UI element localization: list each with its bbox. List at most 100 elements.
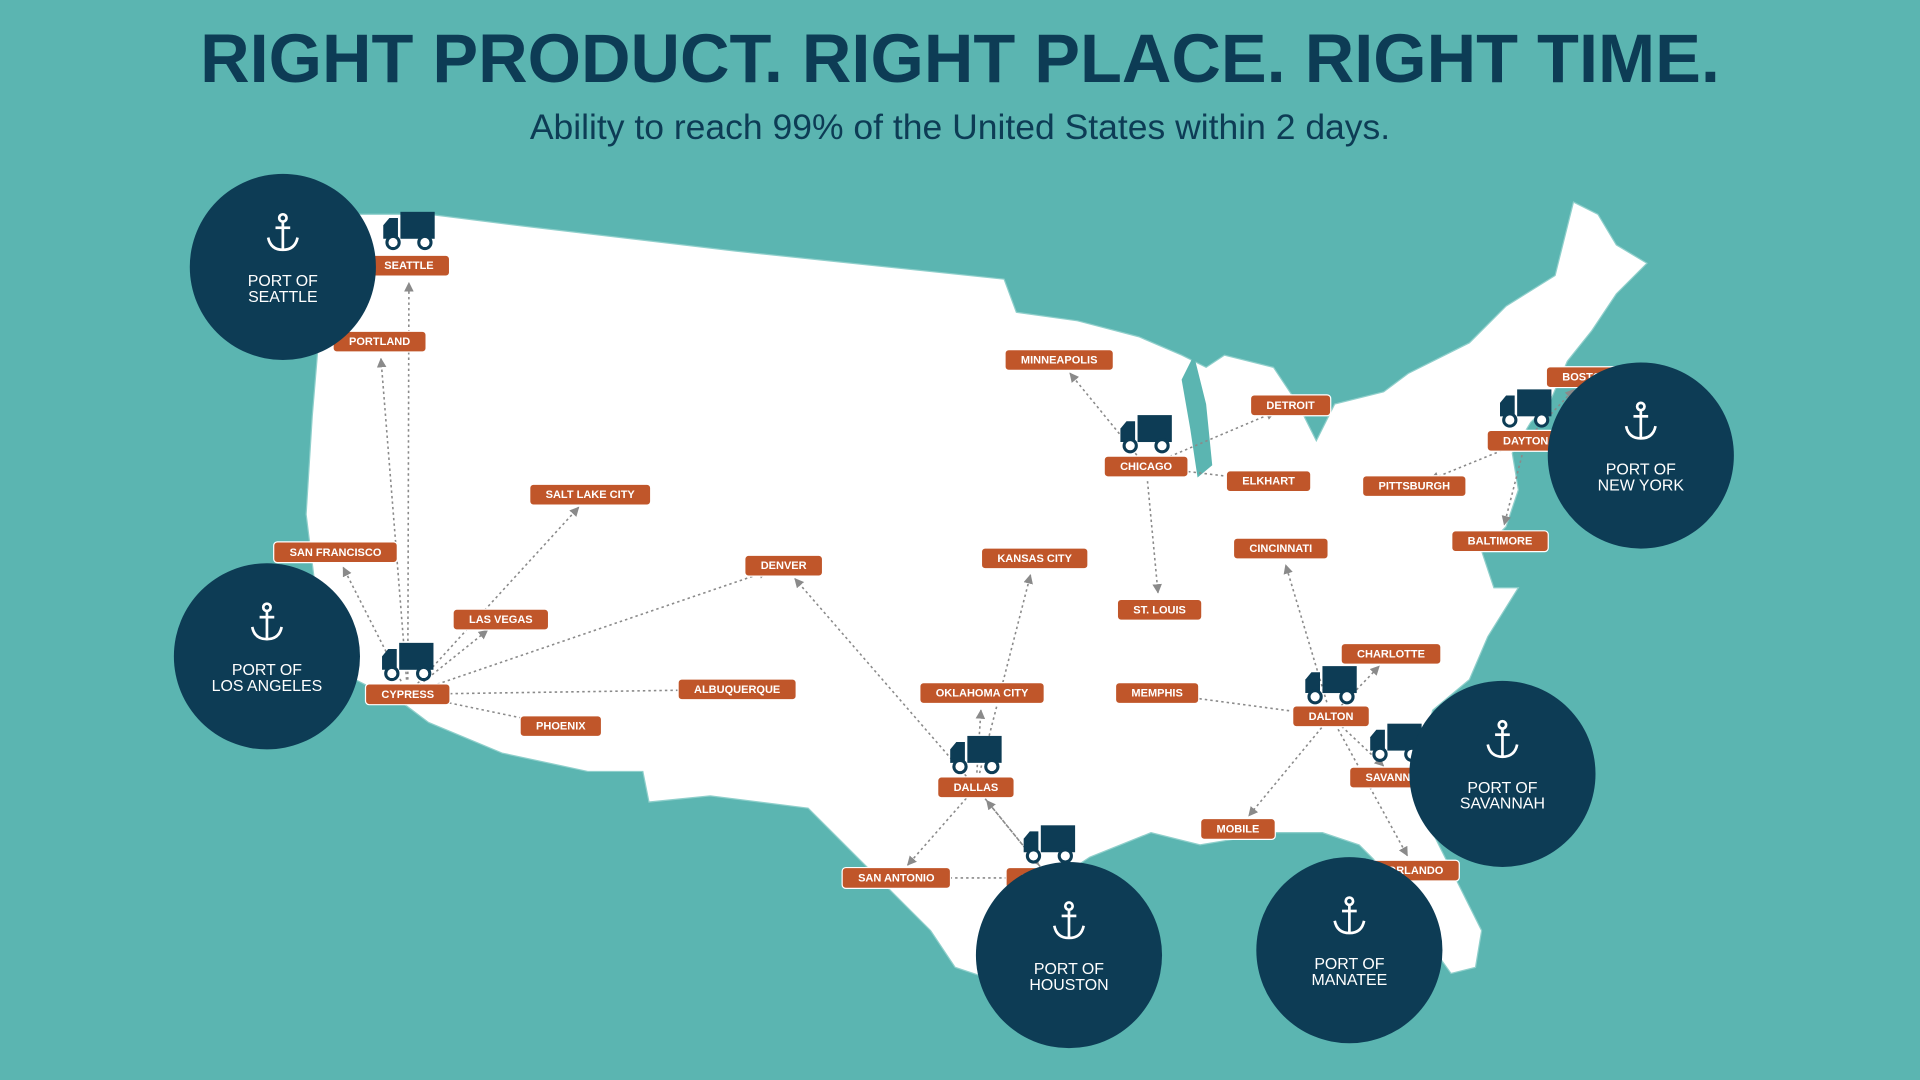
truck-icon <box>950 735 1002 775</box>
port-circle <box>189 173 376 360</box>
truck-icon <box>382 642 434 682</box>
truck-box <box>1040 825 1076 853</box>
lake-michigan <box>1181 355 1213 478</box>
truck-wheel <box>1307 689 1323 705</box>
port-circle <box>975 862 1163 1049</box>
truck-box <box>967 735 1002 763</box>
city-name: DENVER <box>761 560 807 572</box>
truck-icon <box>383 211 435 251</box>
route-arrow <box>417 506 580 684</box>
truck-box <box>1322 666 1357 694</box>
city-label: ALBUQUERQUE <box>677 678 797 701</box>
truck-wheel <box>1372 746 1388 762</box>
city-badge <box>529 483 652 506</box>
city-name: DAYTON <box>1503 435 1548 447</box>
truck-wheel <box>984 758 1000 775</box>
truck-cab <box>1023 831 1039 853</box>
subtitle: Ability to reach 99% of the United State… <box>530 107 1390 147</box>
city-label: DENVER <box>744 554 824 577</box>
route-arrow <box>1340 665 1380 707</box>
truck-wheel <box>384 665 400 682</box>
anchor-icon <box>1333 896 1366 935</box>
city-label: CHARLOTTE <box>1340 642 1442 665</box>
city-badge <box>677 678 797 701</box>
city-name: CHICAGO <box>1120 461 1172 473</box>
city-name: SEATTLE <box>384 260 433 272</box>
city-name: SAN FRANCISCO <box>290 547 382 559</box>
truck-cab <box>1305 672 1320 694</box>
truck-cab <box>383 217 398 239</box>
route-arrow <box>1341 725 1385 767</box>
route-arrow <box>907 797 967 866</box>
city-name: MEMPHIS <box>1131 688 1182 700</box>
route-arrow <box>1501 454 1523 526</box>
city-name: OKLAHOMA CITY <box>936 688 1029 700</box>
route-arrow <box>1337 728 1408 857</box>
truck-box <box>400 211 435 239</box>
anchor-icon <box>266 212 299 252</box>
truck-wheel <box>1057 848 1073 864</box>
city-name: MOBILE <box>1217 823 1260 835</box>
truck-wheel <box>1502 412 1518 428</box>
city-name: CHARLOTTE <box>1357 648 1425 660</box>
port-label-line1: PORT OF <box>1314 956 1384 973</box>
city-badge <box>937 776 1015 799</box>
route-arrow <box>422 684 721 695</box>
truck-wheel <box>1533 412 1550 428</box>
city-badge <box>1361 475 1467 498</box>
port-label-line1: PORT OF <box>1034 961 1104 978</box>
city-badge <box>744 554 824 577</box>
city-name: ALBUQUERQUE <box>694 684 780 696</box>
city-badge <box>1232 537 1329 560</box>
city-name: SALT LAKE CITY <box>546 489 636 501</box>
anchor-icon <box>1486 719 1519 759</box>
port-label-line2: SEATTLE <box>248 289 318 306</box>
port-label-line2: LOS ANGELES <box>212 678 323 695</box>
anchor-arms <box>1624 425 1657 440</box>
route-arrow <box>1429 445 1513 481</box>
city-label: DALLAS <box>937 776 1015 799</box>
city-badge <box>364 683 451 706</box>
route-arrow <box>376 357 408 680</box>
truck-box <box>1517 389 1552 417</box>
city-badge <box>1292 705 1370 728</box>
city-label: PHOENIX <box>519 715 603 738</box>
city-badge <box>273 541 398 564</box>
anchor-ring <box>261 602 272 613</box>
truck-wheel <box>1122 438 1138 454</box>
city-badge <box>1225 470 1312 493</box>
city-label: CINCINNATI <box>1232 537 1329 560</box>
truck-icon <box>1120 415 1172 454</box>
city-label: SALT LAKE CITY <box>529 483 652 506</box>
city-name: ELKHART <box>1242 476 1295 488</box>
city-label: DETROIT <box>1249 394 1332 417</box>
city-label: PITTSBURGH <box>1361 475 1467 498</box>
port-label-line2: MANATEE <box>1312 972 1388 989</box>
city-badge <box>1103 455 1189 478</box>
route-arrow <box>342 566 402 682</box>
port-circle <box>1547 362 1734 549</box>
city-name: MINNEAPOLIS <box>1021 355 1098 367</box>
city-label: DAYTON <box>1486 429 1565 452</box>
port-label-line1: PORT OF <box>248 273 318 290</box>
city-label: SAN ANTONIO <box>841 866 952 889</box>
city-name: CINCINNATI <box>1249 543 1312 555</box>
city-name: LAS VEGAS <box>469 614 533 626</box>
port-label-line2: NEW YORK <box>1598 477 1685 494</box>
port-circle <box>1409 680 1596 867</box>
city-label: MEMPHIS <box>1114 682 1200 705</box>
city-label: KANSAS CITY <box>980 547 1089 570</box>
city-label: CHICAGO <box>1103 455 1189 478</box>
city-label: LAS VEGAS <box>452 608 550 631</box>
truck-wheel <box>417 234 433 251</box>
route-arrow <box>1160 467 1253 483</box>
route-arrow <box>1248 727 1323 817</box>
city-name: DETROIT <box>1266 400 1315 412</box>
truck-icon <box>1023 825 1076 864</box>
truck-wheel <box>952 758 968 775</box>
city-name: BALTIMORE <box>1468 536 1533 548</box>
